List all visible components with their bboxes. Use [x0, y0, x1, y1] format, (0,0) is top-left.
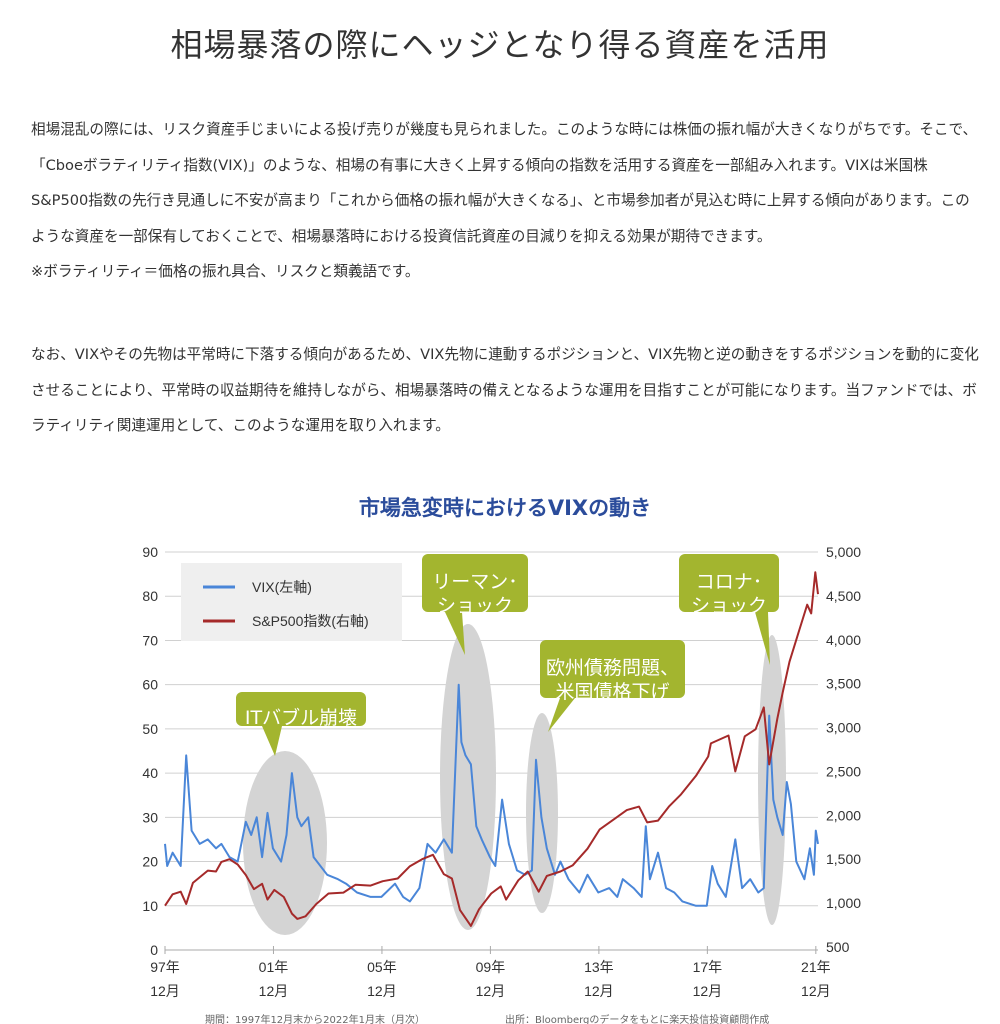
period-note: 期間：1997年12月末から2022年1月末（月次）	[205, 1013, 425, 1024]
right-tick-label: 4,000	[826, 632, 861, 648]
x-tick-year: 17年	[693, 959, 723, 975]
intro-text: 相場混乱の際には、リスク資産手じまいによる投げ売りが幾度も見られました。このよう…	[31, 121, 978, 245]
sp500-line	[164, 571, 819, 927]
x-tick-month: 12月	[584, 983, 614, 999]
callout-label: コロナ･	[696, 571, 763, 593]
chart-title: 市場急変時におけるVIXの動き	[359, 496, 651, 520]
right-tick-label: 4,500	[826, 588, 861, 604]
x-tick-year: 09年	[476, 959, 506, 975]
callout-label: 欧州債務問題、	[546, 657, 679, 679]
right-tick-label: 2,500	[826, 763, 861, 779]
legend-box	[181, 563, 402, 641]
x-tick-month: 12月	[801, 983, 831, 999]
left-tick-label: 10	[142, 898, 158, 914]
vix-line	[164, 683, 819, 907]
right-tick-label: 1,000	[826, 895, 861, 911]
callout-pointer	[445, 612, 465, 655]
x-tick-month: 12月	[476, 983, 506, 999]
crisis-shade	[440, 624, 496, 930]
left-tick-label: 0	[150, 942, 158, 958]
x-tick-year: 05年	[367, 959, 397, 975]
callout-label: リーマン･	[432, 571, 518, 593]
callout-bubble	[540, 640, 685, 698]
x-tick-month: 12月	[150, 983, 180, 999]
x-tick-month: 12月	[259, 983, 289, 999]
chart-legend: VIX(左軸) S&P500指数(右軸)	[181, 563, 402, 641]
volatility-footnote: ※ボラティリティ＝価格の振れ具合、リスクと類義語です。	[31, 263, 420, 280]
callout-pointer	[755, 612, 770, 665]
left-tick-label: 60	[142, 677, 158, 693]
source-note: 出所：Bloombergのデータをもとに楽天投信投資顧問作成	[505, 1013, 769, 1024]
legend-sp-label: S&P500指数(右軸)	[252, 613, 369, 629]
page-title: 相場暴落の際にヘッジとなり得る資産を活用	[170, 26, 830, 64]
callout-label: ショック	[437, 595, 513, 617]
x-tick-year: 13年	[584, 959, 614, 975]
left-tick-label: 50	[142, 721, 158, 737]
callout-label: ITバブル崩壊	[245, 706, 357, 729]
left-tick-label: 90	[142, 544, 158, 560]
right-tick-label: 5,000	[826, 544, 861, 560]
strategy-paragraph: なお、VIXやその先物は平常時に下落する傾向があるため、VIX先物に連動するポジ…	[31, 346, 979, 434]
right-tick-label: 1,500	[826, 851, 861, 867]
right-tick-label: 3,000	[826, 720, 861, 736]
right-tick-label: 2,000	[826, 807, 861, 823]
vix-chart: 市場急変時におけるVIXの動き 0 10 20 30 40 50 60 70 80 90 500 1,…	[142, 496, 861, 1024]
left-tick-label: 40	[142, 765, 158, 781]
left-tick-label: 80	[142, 588, 158, 604]
right-tick-label: 3,500	[826, 676, 861, 692]
x-tick-month: 12月	[693, 983, 723, 999]
left-tick-label: 30	[142, 809, 158, 825]
x-tick-year: 01年	[259, 959, 289, 975]
right-tick-label: 500	[826, 939, 850, 955]
callout-bubble	[679, 554, 779, 612]
callout-bubble	[236, 692, 366, 726]
x-tick-month: 12月	[367, 983, 397, 999]
left-tick-label: 70	[142, 632, 158, 648]
callout-label: 米国債格下げ	[555, 681, 669, 703]
intro-paragraph: 相場混乱の際には、リスク資産手じまいによる投げ売りが幾度も見られました。このよう…	[31, 112, 981, 290]
x-tick-year: 97年	[150, 959, 180, 975]
left-tick-label: 20	[142, 854, 158, 870]
legend-vix-label: VIX(左軸)	[252, 579, 312, 595]
callout-pointer	[262, 726, 282, 756]
callout-bubble	[422, 554, 528, 612]
callout-label: ショック	[691, 595, 767, 617]
x-tick-year: 21年	[801, 959, 831, 975]
callout-pointer	[548, 698, 575, 732]
